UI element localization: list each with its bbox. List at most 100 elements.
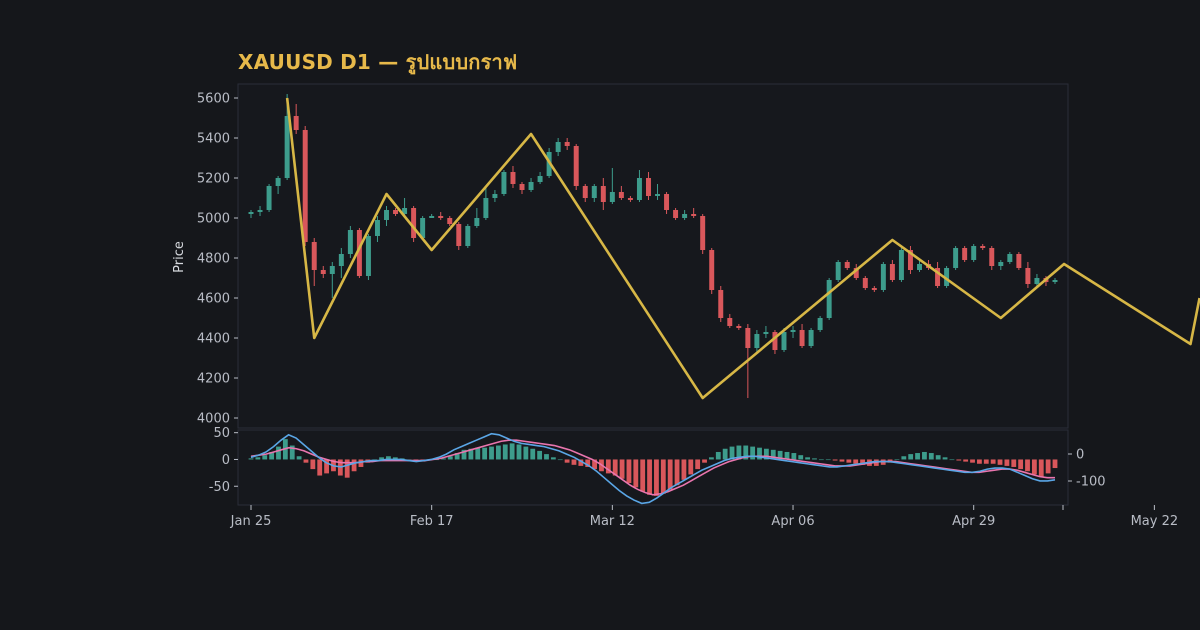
candle-body: [456, 224, 462, 246]
candle-body: [329, 266, 335, 274]
candle-body: [691, 214, 697, 216]
candle-body: [989, 248, 995, 266]
macd-histogram-bar: [262, 455, 268, 460]
macd-histogram-bar: [935, 455, 941, 460]
macd-histogram-bar: [956, 459, 962, 461]
macd-histogram-bar: [949, 459, 955, 461]
macd-histogram-bar: [523, 446, 529, 460]
macd-histogram-bar: [702, 459, 707, 463]
candle-body: [537, 176, 543, 182]
candle-body: [411, 208, 417, 238]
macd-histogram-bar: [276, 446, 281, 460]
macd-histogram-bar: [757, 447, 762, 460]
macd-histogram-bar: [798, 455, 804, 460]
macd-signal-line: [250, 439, 1055, 496]
candle-body: [754, 334, 760, 348]
macd-histogram-bar: [853, 459, 859, 464]
candle-body: [420, 218, 426, 238]
macd-histogram-bar: [784, 451, 790, 460]
macd-line: [250, 432, 1056, 505]
candle-body: [980, 246, 986, 248]
price-tick-label: 4400: [197, 332, 230, 347]
candle-body: [1034, 278, 1040, 284]
macd-histogram-bar: [640, 459, 646, 492]
macd-histogram-bar: [695, 459, 701, 470]
macd-histogram-bar: [770, 449, 776, 460]
macd-histogram-bar: [454, 453, 460, 460]
x-tick-label: Jan 25: [230, 514, 272, 529]
price-tick-label: 4600: [197, 292, 230, 307]
candle-body: [655, 194, 661, 196]
macd-histogram-bar: [894, 459, 900, 461]
candle-body: [618, 192, 624, 198]
macd-histogram-bar: [901, 456, 907, 460]
macd-histogram-bar: [1025, 459, 1030, 472]
candle-body: [582, 186, 588, 198]
candle-body: [853, 268, 859, 278]
candle-body: [682, 214, 688, 218]
x-tick-label: Apr 06: [771, 514, 814, 529]
macd-histogram-bar: [386, 456, 391, 460]
macd-histogram-bar: [537, 450, 543, 460]
price-panel: [237, 83, 1069, 429]
macd-histogram-bar: [461, 449, 467, 460]
macd-histogram-bar: [763, 448, 769, 460]
candle-body: [447, 218, 453, 224]
candle-body: [944, 268, 950, 286]
candle-body: [709, 250, 715, 290]
price-tick-label: 4200: [197, 372, 230, 387]
candle-body: [781, 332, 787, 350]
macd-histogram-bar: [317, 459, 323, 476]
macd-histogram-bar: [303, 459, 309, 463]
pattern-zigzag-line: [285, 97, 1200, 400]
candle-body: [935, 268, 941, 286]
macd-histogram-bar: [358, 459, 364, 467]
candle-body: [492, 194, 498, 198]
candle-body: [248, 212, 254, 214]
macd-histogram-bar: [289, 445, 295, 460]
macd-histogram-bar: [709, 457, 714, 460]
macd-histogram-bar: [585, 459, 591, 467]
candle-body: [320, 270, 326, 274]
candle-body: [799, 330, 805, 346]
macd-histogram-bar: [475, 447, 481, 460]
price-tick-label: 5600: [197, 92, 230, 107]
macd-histogram-bar: [977, 459, 982, 464]
candle-body: [673, 210, 679, 218]
candle-body: [826, 280, 832, 318]
candle-body: [275, 178, 281, 186]
candle-body: [700, 216, 706, 250]
macd-histogram-bar: [674, 459, 680, 486]
candle-body: [953, 248, 959, 268]
macd-histogram-bar: [963, 459, 969, 462]
macd-histogram-bar: [351, 459, 357, 472]
candle-body: [356, 230, 362, 276]
macd-histogram-bar: [908, 454, 914, 460]
candle-body: [907, 250, 913, 270]
candle-body: [862, 278, 868, 288]
candle-body: [284, 116, 290, 178]
macd-panel: [237, 429, 1069, 506]
macd-histogram-bar: [1038, 459, 1044, 477]
macd-histogram-bar: [269, 451, 275, 460]
candle-body: [393, 210, 399, 214]
macd-histogram-bar: [1011, 459, 1017, 467]
macd-histogram-bar: [468, 448, 474, 460]
macd-histogram-bar: [495, 445, 501, 460]
candle-body: [293, 116, 299, 130]
macd-histogram-bar: [846, 459, 852, 463]
candle-body: [528, 182, 534, 190]
macd-histogram-bar: [1052, 459, 1058, 469]
macd-histogram-bar: [750, 446, 756, 460]
macd-histogram-bar: [942, 457, 948, 460]
candle-body: [474, 218, 480, 226]
macd-histogram-bar: [248, 458, 254, 460]
candle-body: [1007, 254, 1013, 262]
macd-right-tick-label: 0: [1076, 448, 1084, 463]
macd-histogram-bar: [1031, 459, 1037, 475]
price-tick-label: 4000: [197, 412, 230, 427]
chart-title: XAUUSD D1 — รูปแบบกราฟ: [238, 50, 518, 74]
macd-histogram-bar: [502, 444, 508, 460]
macd-histogram-bar: [255, 457, 261, 460]
macd-histogram-bar: [544, 454, 549, 460]
